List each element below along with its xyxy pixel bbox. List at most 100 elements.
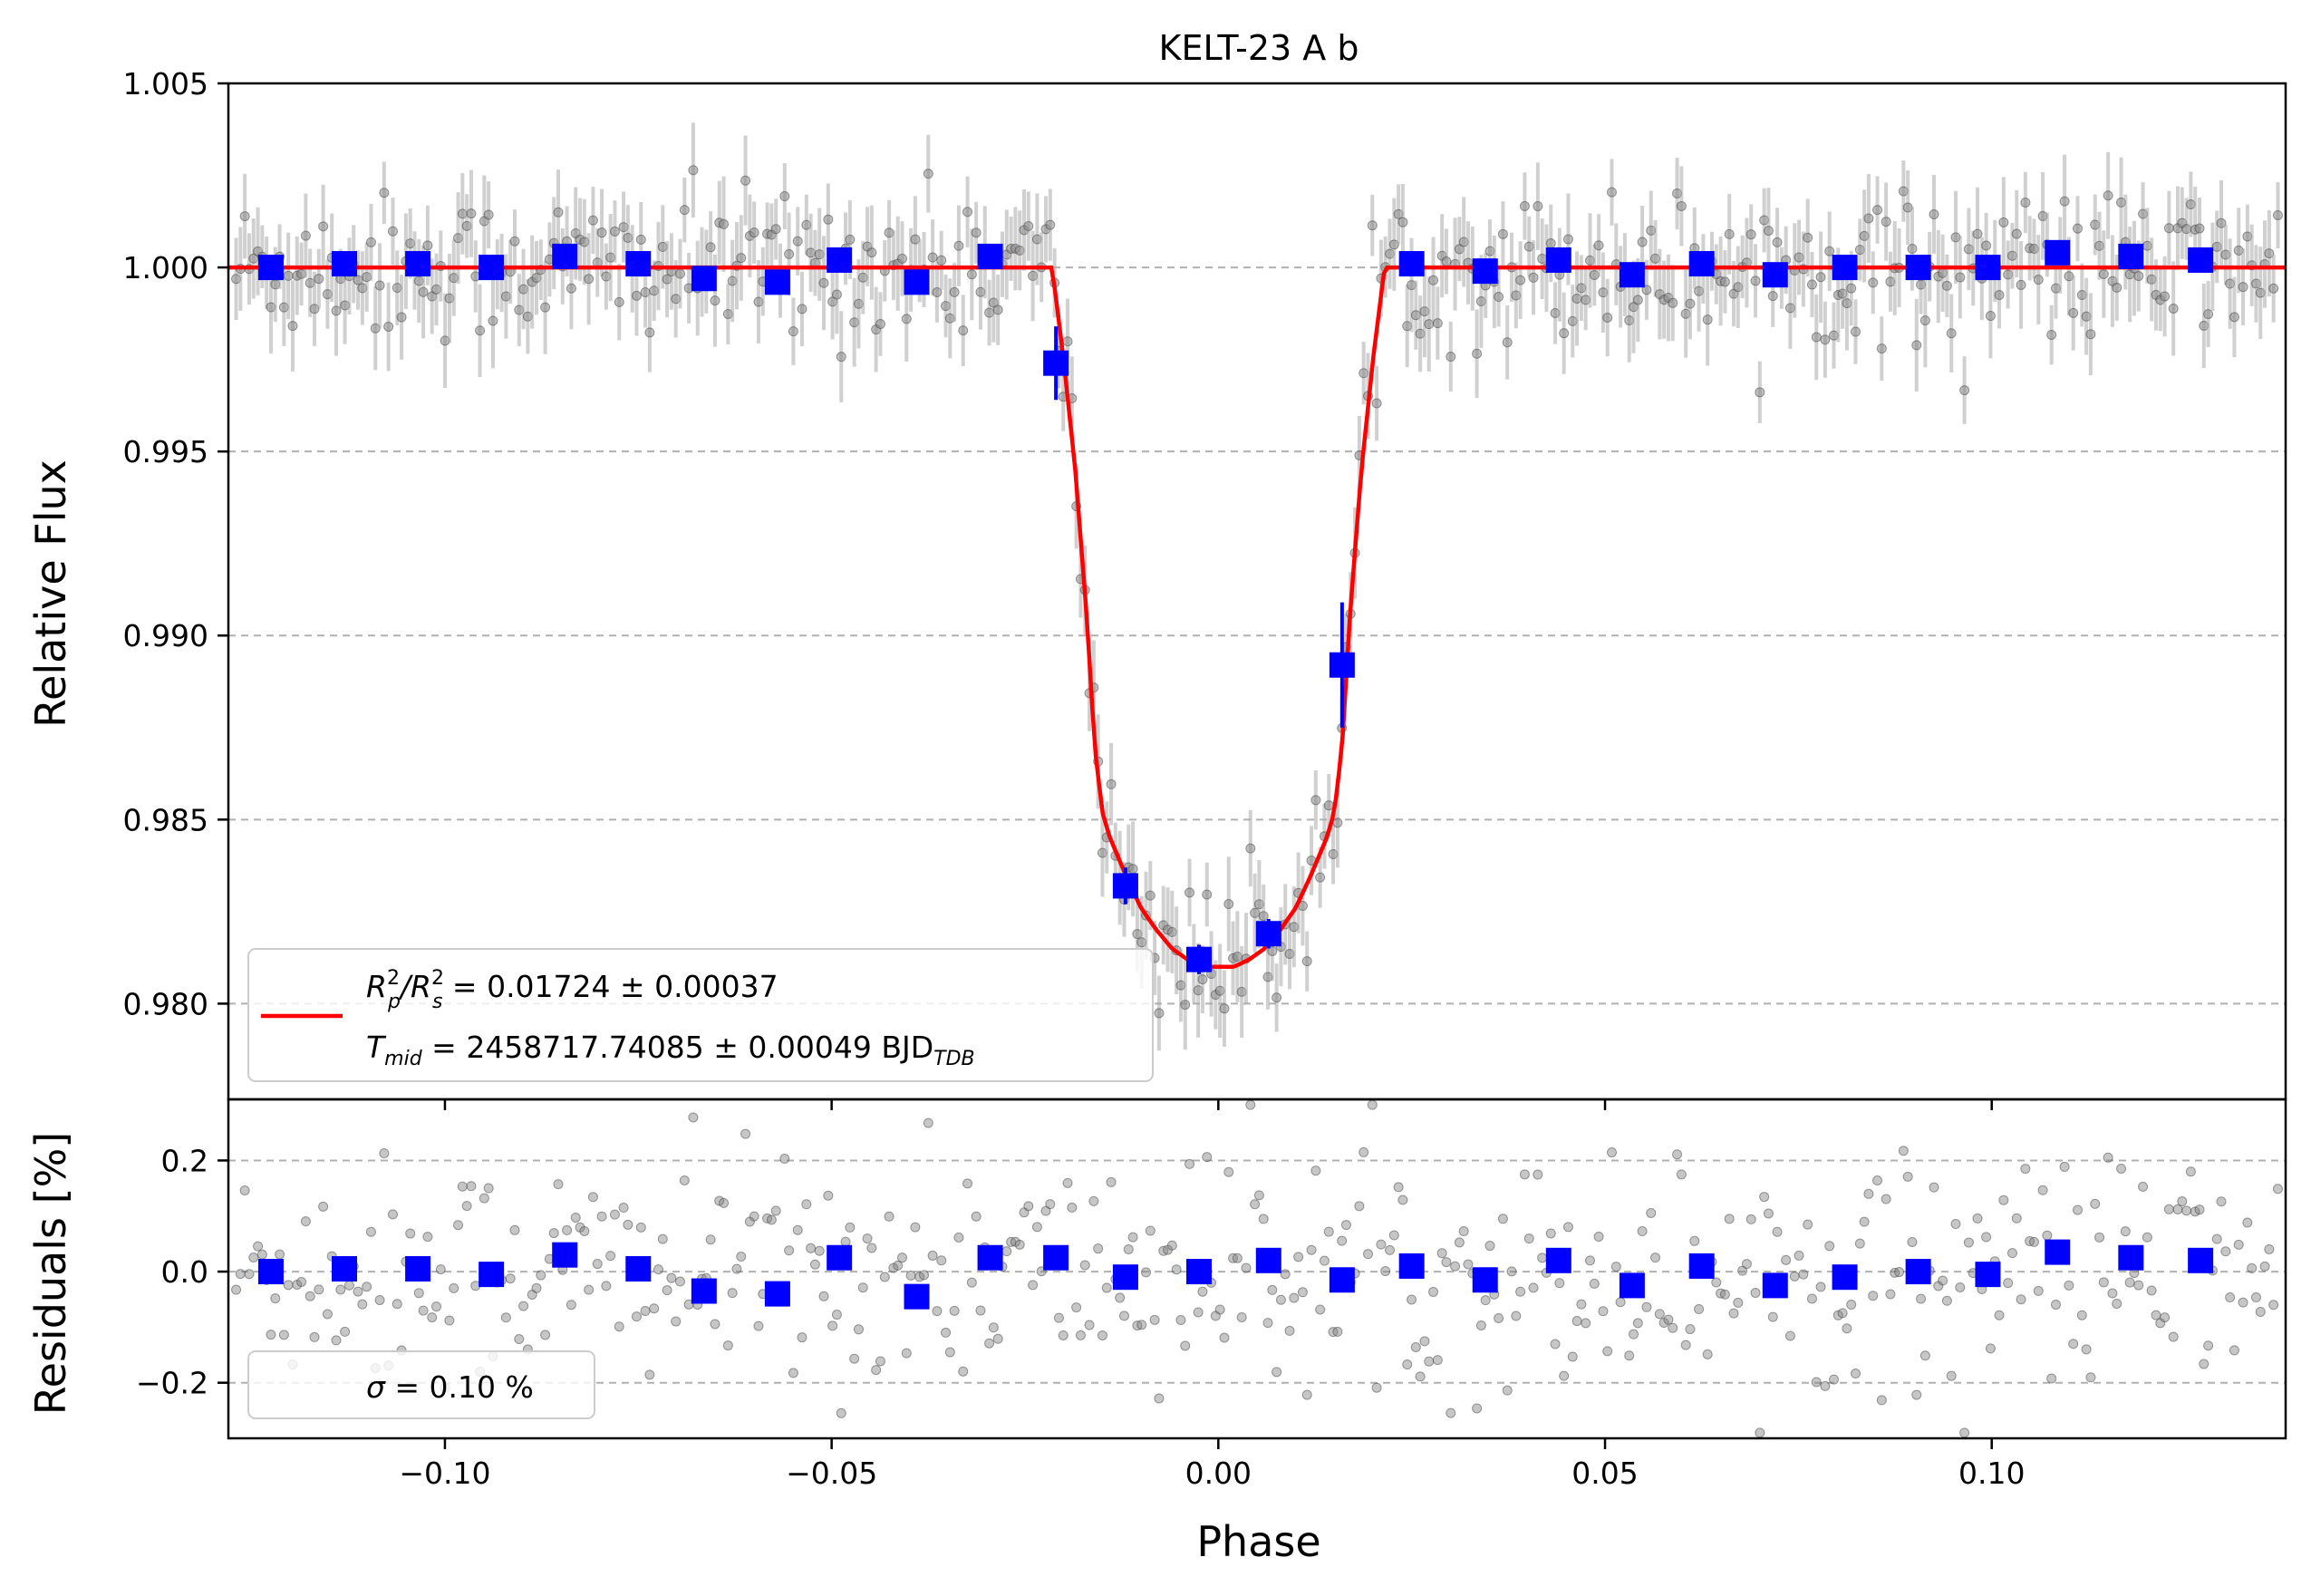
residual-binned-point: [405, 1256, 431, 1282]
residual-raw-point: [1789, 1271, 1800, 1282]
residual-raw-point: [1711, 1277, 1722, 1288]
residual-raw-point: [1898, 1146, 1909, 1156]
residual-raw-point: [1985, 1343, 1996, 1354]
flux-binned-point: [904, 269, 930, 295]
residual-raw-point: [1972, 1213, 1983, 1224]
residual-raw-point: [1894, 1267, 1905, 1278]
flux-raw-point: [1180, 1000, 1191, 1011]
residual-raw-point: [2068, 1339, 2079, 1349]
residual-raw-point: [592, 1259, 603, 1270]
residual-raw-point: [779, 1154, 790, 1165]
residual-raw-point: [1689, 1235, 1700, 1246]
residual-raw-point: [1463, 1259, 1474, 1270]
flux-raw-point: [875, 318, 885, 329]
residual-raw-point: [910, 1222, 921, 1233]
residual-raw-point: [353, 1286, 363, 1297]
flux-raw-point: [2059, 196, 2070, 207]
flux-binned-point: [405, 251, 431, 277]
residuals-y-tick-label: −0.2: [136, 1366, 208, 1401]
residual-raw-point: [431, 1301, 442, 1312]
residual-raw-point: [1803, 1219, 1813, 1230]
flux-raw-point: [1959, 385, 1970, 396]
flux-raw-point: [1494, 292, 1504, 303]
residual-raw-point: [1193, 1307, 1204, 1318]
residual-raw-point: [1589, 1278, 1600, 1289]
residual-raw-point: [505, 1273, 516, 1284]
flux-binned-point: [1043, 350, 1069, 376]
flux-raw-point: [540, 302, 551, 313]
residual-raw-point: [1759, 1192, 1770, 1203]
residual-raw-point: [1454, 1237, 1465, 1248]
residual-raw-point: [1079, 1260, 1090, 1271]
residual-raw-point: [788, 1368, 798, 1378]
residual-raw-point: [727, 1288, 738, 1299]
residual-raw-point: [1088, 1195, 1099, 1206]
flux-raw-point: [1528, 272, 1539, 283]
flux-raw-point: [740, 175, 751, 186]
residual-raw-point: [1284, 1325, 1295, 1336]
flux-raw-point: [1702, 314, 1713, 325]
residual-raw-point: [1410, 1341, 1421, 1352]
flux-binned-point: [1619, 262, 1645, 288]
flux-raw-point: [1497, 228, 1508, 239]
x-tick-label: 0.10: [1958, 1456, 2025, 1491]
residual-raw-point: [2124, 1277, 2135, 1288]
flux-raw-point: [1272, 992, 1282, 1003]
residual-raw-point: [736, 1252, 747, 1262]
flux-raw-point: [587, 215, 598, 226]
residual-binned-point: [2188, 1247, 2214, 1273]
flux-raw-point: [553, 207, 564, 218]
residual-raw-point: [988, 1322, 999, 1333]
residual-raw-point: [1672, 1149, 1683, 1160]
residual-raw-point: [1515, 1286, 1526, 1297]
residual-raw-point: [235, 1269, 246, 1280]
residual-raw-point: [1554, 1278, 1565, 1289]
flux-raw-point: [901, 314, 912, 324]
residual-raw-point: [1236, 1311, 1247, 1322]
residual-raw-point: [1293, 1252, 1304, 1262]
residual-binned-point: [1329, 1267, 1355, 1293]
flux-raw-point: [365, 237, 376, 247]
flux-legend-box: [247, 948, 1154, 1082]
residual-raw-point: [1755, 1427, 1765, 1438]
residual-raw-point: [966, 1277, 977, 1288]
flux-raw-point: [1432, 318, 1443, 329]
residual-raw-point: [2220, 1246, 2231, 1257]
flux-raw-point: [1985, 311, 1996, 322]
residual-raw-point: [1450, 1261, 1461, 1272]
flux-raw-point: [971, 227, 981, 238]
flux-raw-point: [1219, 1003, 1230, 1014]
residual-raw-point: [548, 1228, 559, 1239]
residual-raw-point: [2177, 1196, 2188, 1207]
flux-raw-point: [675, 268, 686, 279]
residual-binned-point: [2118, 1244, 2144, 1271]
flux-raw-point: [2160, 291, 2171, 302]
flux-raw-point: [1763, 226, 1774, 237]
residual-raw-point: [640, 1306, 651, 1317]
flux-raw-point: [1755, 387, 1765, 398]
flux-raw-point: [2194, 223, 2205, 234]
flux-y-ticks: 0.980 0.985 0.990 0.995 1.000 1.005: [123, 66, 228, 1021]
residual-binned-point: [1762, 1272, 1788, 1299]
flux-binned-point: [977, 243, 1003, 269]
flux-raw-point: [1397, 217, 1408, 227]
flux-raw-point: [1767, 291, 1778, 302]
residual-raw-point: [2242, 1217, 2253, 1228]
flux-raw-point: [609, 226, 620, 237]
residual-raw-point: [1851, 1369, 1861, 1379]
residual-raw-point: [1641, 1301, 1652, 1312]
residual-raw-point: [806, 1243, 817, 1253]
x-tick-label: −0.05: [786, 1456, 877, 1491]
residual-raw-point: [749, 1211, 759, 1222]
flux-raw-point: [818, 277, 829, 288]
residual-binned-point: [691, 1278, 717, 1304]
residual-raw-point: [2046, 1373, 2057, 1384]
flux-raw-point: [2238, 282, 2248, 293]
residual-raw-point: [1097, 1330, 1107, 1340]
residual-raw-point: [1533, 1169, 1543, 1180]
residual-raw-point: [1424, 1356, 1435, 1367]
residual-raw-point: [1523, 1233, 1534, 1244]
residual-raw-point: [340, 1326, 351, 1337]
residual-raw-point: [1806, 1293, 1817, 1304]
